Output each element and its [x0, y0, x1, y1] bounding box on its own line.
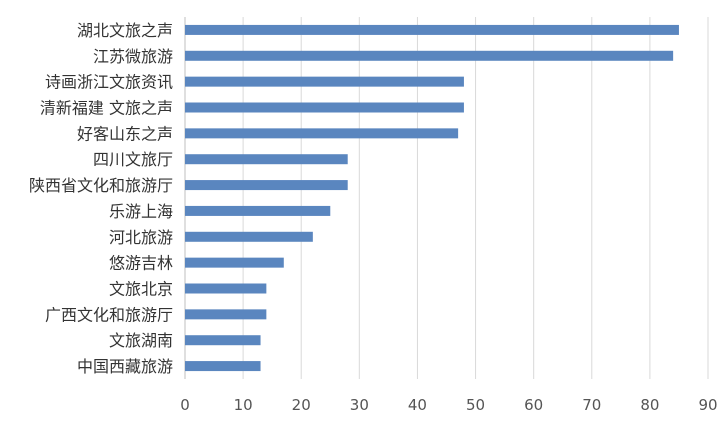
x-tick-labels: 0 10 20 30 40 50 60 70 80 90 — [180, 396, 717, 414]
bar — [185, 283, 267, 294]
bar — [185, 309, 267, 320]
bar — [185, 180, 348, 191]
gridlines — [242, 17, 709, 379]
category-label: 诗画浙江文旅资讯 — [45, 73, 173, 92]
x-tick-label: 30 — [350, 396, 369, 414]
bar — [185, 76, 464, 87]
category-label: 文旅北京 — [109, 280, 173, 299]
category-label: 中国西藏旅游 — [77, 357, 173, 376]
bar — [185, 231, 313, 242]
x-tick-label: 0 — [180, 396, 190, 414]
bars — [185, 24, 679, 372]
bar — [185, 335, 261, 346]
category-label: 湖北文旅之声 — [77, 21, 173, 40]
category-label: 四川文旅厅 — [93, 150, 173, 169]
x-tick-label: 20 — [292, 396, 311, 414]
bar — [185, 154, 348, 165]
category-label: 陕西省文化和旅游厅 — [29, 176, 173, 195]
x-tick-label: 50 — [466, 396, 485, 414]
category-label: 广西文化和旅游厅 — [45, 305, 173, 324]
x-tick-label: 10 — [234, 396, 253, 414]
bar — [185, 102, 464, 113]
category-label: 乐游上海 — [109, 202, 173, 221]
bar — [185, 24, 679, 35]
category-label: 清新福建 文旅之声 — [40, 99, 173, 118]
bar — [185, 205, 331, 216]
bar — [185, 128, 459, 139]
x-tick-label: 90 — [698, 396, 717, 414]
category-label: 河北旅游 — [109, 228, 173, 247]
bar — [185, 50, 674, 61]
bar — [185, 257, 284, 268]
category-label: 文旅湖南 — [109, 331, 173, 350]
bar — [185, 361, 261, 372]
x-tick-label: 80 — [640, 396, 659, 414]
x-tick-label: 60 — [524, 396, 543, 414]
category-label: 好客山东之声 — [77, 124, 173, 143]
x-tick-label: 40 — [408, 396, 427, 414]
x-tick-label: 70 — [582, 396, 601, 414]
category-label: 悠游吉林 — [109, 254, 173, 273]
category-label: 江苏微旅游 — [93, 47, 173, 66]
